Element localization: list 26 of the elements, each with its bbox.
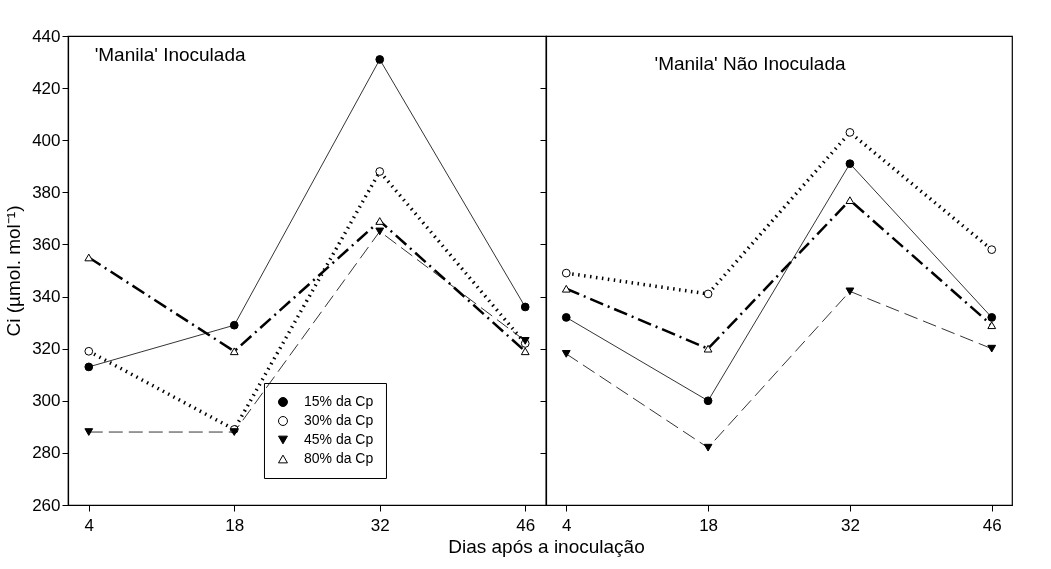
y-tick-label: 380 bbox=[32, 182, 61, 202]
x-tick-label: 4 bbox=[84, 515, 95, 535]
chart-title: 'Manila' Inoculada bbox=[94, 44, 246, 65]
x-tick-label: 46 bbox=[982, 515, 1002, 535]
x-tick-label: 18 bbox=[699, 515, 719, 535]
y-tick-label: 400 bbox=[32, 130, 61, 150]
x-tick-label: 18 bbox=[225, 515, 245, 535]
x-tick-label: 4 bbox=[562, 515, 572, 535]
y-tick-label: 260 bbox=[32, 495, 61, 515]
x-tick-label: 46 bbox=[516, 515, 536, 535]
legend-label: 15% da Cp bbox=[303, 393, 374, 409]
y-axis-title: Ci (µmol. mol⁻¹) bbox=[3, 205, 25, 337]
y-tick-label: 440 bbox=[32, 26, 61, 46]
y-tick-label: 420 bbox=[32, 78, 61, 98]
x-tick-label: 32 bbox=[370, 515, 390, 535]
y-tick-label: 360 bbox=[32, 234, 61, 254]
y-tick-label: 340 bbox=[32, 287, 61, 307]
y-tick-label: 320 bbox=[32, 339, 61, 359]
y-tick-label: 280 bbox=[32, 443, 61, 463]
y-tick-label: 300 bbox=[32, 391, 61, 411]
x-tick-label: 32 bbox=[840, 515, 860, 535]
text: 'Manila' Não Inoculada bbox=[654, 52, 846, 74]
legend-label: 45% da Cp bbox=[303, 431, 374, 447]
legend-label: 80% da Cp bbox=[303, 450, 374, 466]
legend-label: 30% da Cp bbox=[303, 412, 374, 428]
x-axis-title: Dias após a inoculação bbox=[448, 535, 645, 557]
